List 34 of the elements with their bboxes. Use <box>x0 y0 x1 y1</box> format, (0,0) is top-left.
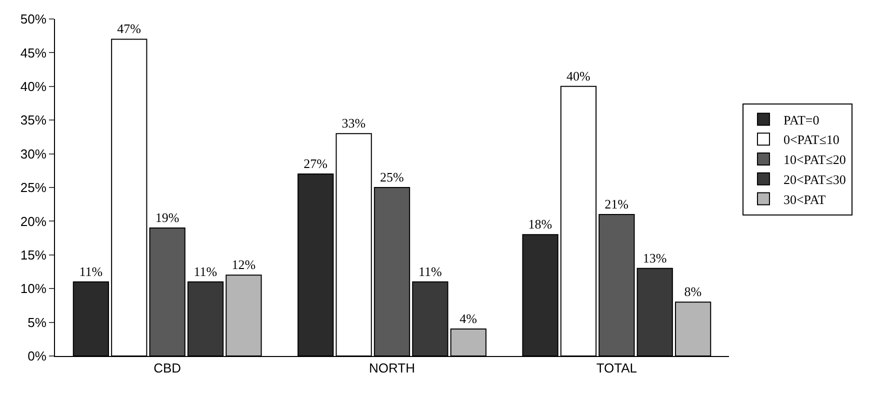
y-tick-label: 0% <box>28 348 47 364</box>
text: 47% <box>117 21 141 36</box>
y-tick-label: 10% <box>20 281 47 296</box>
text: 13% <box>642 250 667 266</box>
y-tick-label: 45% <box>20 45 47 60</box>
text: 19% <box>155 210 180 225</box>
text: 21% <box>604 196 629 212</box>
text: 25% <box>380 170 404 184</box>
text: 27% <box>304 156 328 172</box>
text: 40% <box>566 68 590 84</box>
legend-label: 0<PAT≤10 <box>783 132 840 148</box>
text: 11% <box>418 264 442 279</box>
x-tick-label: TOTAL <box>596 360 638 376</box>
text: 8% <box>684 284 702 300</box>
text: 18% <box>528 216 552 232</box>
y-tick-label: 25% <box>20 180 47 196</box>
legend-label: 20<PAT≤30 <box>783 172 846 187</box>
x-tick-label: NORTH <box>369 360 415 376</box>
text: 4% <box>460 311 477 326</box>
y-tick-label: 5% <box>28 314 47 330</box>
y-tick-label: 35% <box>20 112 47 128</box>
y-tick-label: 40% <box>20 78 47 94</box>
y-tick-label: 30% <box>20 146 47 162</box>
legend-label: 10<PAT≤20 <box>783 152 846 168</box>
y-tick-label: 20% <box>20 214 47 229</box>
y-tick-label: 50% <box>20 12 47 27</box>
legend-label: PAT=0 <box>783 112 820 128</box>
y-tick-label: 15% <box>20 247 47 262</box>
text: 11% <box>194 264 218 279</box>
text: 33% <box>342 116 366 131</box>
legend-label: 30<PAT <box>783 192 826 207</box>
text: 12% <box>232 257 256 272</box>
text: 11% <box>79 264 103 279</box>
x-tick-label: CBD <box>154 360 182 376</box>
